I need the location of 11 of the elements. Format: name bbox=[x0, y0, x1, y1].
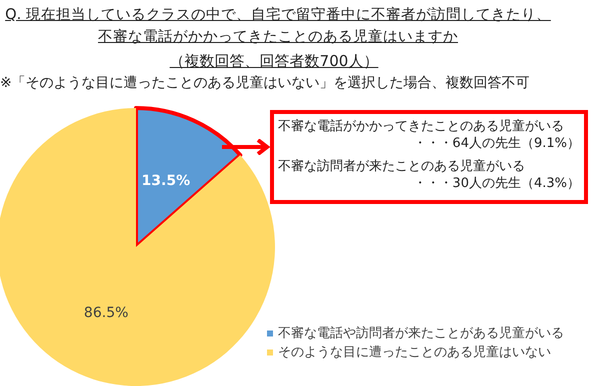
text: ・・・64人の先生（9.1%） bbox=[412, 135, 580, 152]
text: ・・・30人の先生（4.3%） bbox=[412, 175, 580, 192]
chart-subtitle: （複数回答、回答者数700人） bbox=[168, 52, 380, 71]
legend-label: そのような目に遭ったことのある児童はいない bbox=[278, 344, 551, 360]
text: 不審な電話がかかってきたことのある児童がいる bbox=[278, 118, 565, 135]
data-label: 86.5% bbox=[84, 305, 128, 322]
legend-label: 不審な電話や訪問者が来たことがある児童がいる bbox=[278, 325, 564, 341]
data-label: 13.5% bbox=[142, 172, 190, 189]
text: ※「そのような目に遭ったことのある児童はいない」を選択した場合、複数回答不可 bbox=[0, 74, 530, 92]
chart-title: Q. 現在担当しているクラスの中で、自宅で留守番中に不審者が訪問してきたり、不審な電話がかかってきたことのある児童はいますか bbox=[4, 5, 552, 47]
text: 不審な訪問者が来たことのある児童がいる bbox=[278, 158, 526, 175]
